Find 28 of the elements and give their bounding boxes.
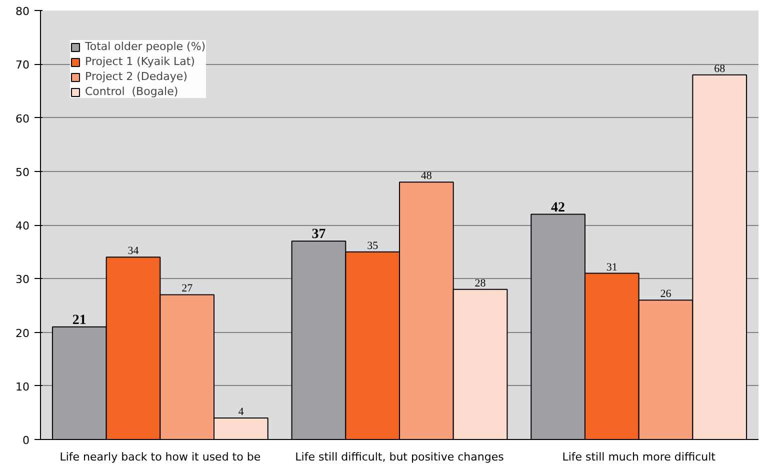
y-tick-label: 50 <box>16 166 30 179</box>
x-tick-label: Life still difficult, but positive changes <box>295 450 504 464</box>
legend-label: Project 1 (Kyaik Lat) <box>85 55 195 68</box>
data-label: 37 <box>312 227 326 242</box>
data-label: 21 <box>72 312 86 328</box>
data-label: 28 <box>474 277 486 290</box>
data-label: 35 <box>367 240 379 252</box>
data-label: 31 <box>606 261 618 274</box>
y-tick-label: 80 <box>16 5 30 18</box>
data-label: 68 <box>714 62 726 75</box>
y-tick-label: 40 <box>16 220 30 232</box>
y-tick-label: 30 <box>16 273 30 286</box>
y-tick-label: 60 <box>16 112 30 126</box>
legend-label: Control (Bogale) <box>85 85 178 98</box>
legend-label: Total older people (%) <box>85 40 206 53</box>
data-label: 4 <box>238 406 244 418</box>
data-label: 26 <box>660 288 672 300</box>
x-tick-label: Life still much more difficult <box>562 450 716 464</box>
data-label: 34 <box>128 245 140 258</box>
y-tick-label: 70 <box>16 58 30 72</box>
legend-label: Project 2 (Dedaye) <box>85 70 188 83</box>
data-label: 42 <box>551 200 566 216</box>
data-label: 48 <box>420 170 432 182</box>
data-label: 27 <box>182 282 194 295</box>
y-tick-label: 0 <box>22 434 30 447</box>
x-tick-label: Life nearly back to how it used to be <box>60 450 261 464</box>
y-tick-label: 10 <box>16 380 30 394</box>
y-tick-label: 20 <box>16 326 30 340</box>
